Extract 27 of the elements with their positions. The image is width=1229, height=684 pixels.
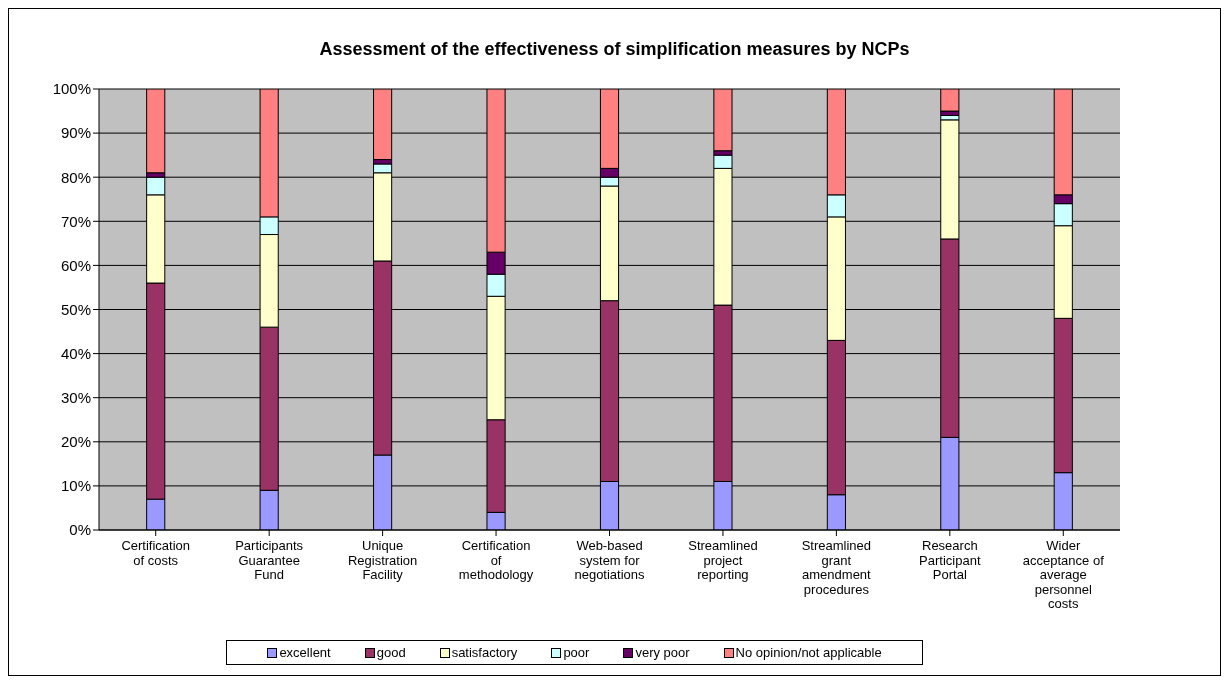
x-tick-label: Web-based system for negotiations	[574, 538, 646, 582]
y-tick-label: 100%	[52, 80, 91, 98]
y-tick-label: 60%	[60, 256, 91, 274]
x-tick-label: Certification of costs	[121, 538, 191, 568]
y-tick-label: 80%	[60, 168, 91, 186]
x-tick-label: Streamlined project reporting	[688, 538, 758, 582]
legend-label: excellent	[279, 645, 331, 660]
y-tick-label: 0%	[69, 521, 91, 539]
x-tick-label: Research Participant Portal	[919, 538, 981, 582]
legend-label: very poor	[635, 645, 690, 660]
y-tick-label: 90%	[60, 124, 91, 142]
y-tick-label: 30%	[60, 389, 91, 407]
legend-label: poor	[563, 645, 590, 660]
y-tick-label: 20%	[60, 433, 91, 451]
legend-label: No opinion/not applicable	[735, 645, 882, 660]
x-tick-label: Wider acceptance of average personnel costs	[1022, 538, 1105, 611]
legend-label: good	[376, 645, 406, 660]
legend-label: satisfactory	[451, 645, 518, 660]
x-tick-label: Unique Registration Facility	[347, 538, 418, 582]
x-tick-label: Certification of methodology	[458, 538, 534, 582]
x-tick-label: Participants Guarantee Fund	[235, 538, 304, 582]
y-tick-label: 50%	[60, 300, 91, 318]
chart-title: Assessment of the effectiveness of simplification measures by NCPs	[318, 38, 911, 61]
x-tick-label: Streamlined grant amendment procedures	[801, 538, 872, 597]
y-tick-label: 40%	[60, 344, 91, 362]
y-tick-label: 10%	[60, 477, 91, 495]
y-tick-label: 70%	[60, 212, 91, 230]
